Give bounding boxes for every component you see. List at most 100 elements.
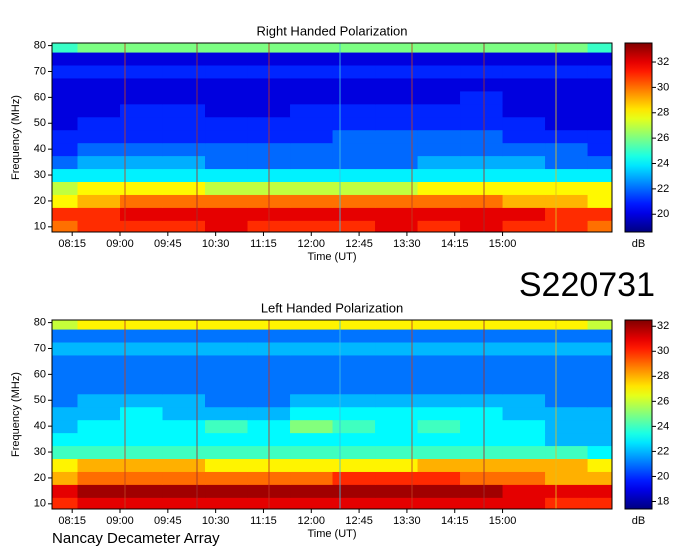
heat-cell: [205, 367, 249, 382]
heat-cell: [290, 142, 334, 157]
colorbar-tick-label: 24: [657, 157, 669, 169]
heat-cell: [417, 329, 461, 343]
heat-cell: [502, 380, 546, 395]
heat-cell: [502, 168, 546, 183]
heat-cell: [77, 471, 121, 485]
heat-cell: [162, 342, 206, 356]
heat-cell: [545, 116, 589, 131]
heat-cell: [120, 90, 164, 105]
heat-cell: [120, 406, 164, 421]
heat-cell: [332, 342, 376, 356]
heat-cell: [162, 43, 206, 53]
heat-cell: [205, 354, 249, 369]
heat-cell: [77, 354, 121, 369]
heat-cell: [375, 65, 419, 79]
heat-cell: [120, 342, 164, 356]
heat-cell: [587, 471, 612, 485]
heat-cell: [52, 354, 79, 369]
heat-cell: [375, 168, 419, 183]
heat-cell: [460, 181, 504, 195]
heat-cell: [77, 497, 121, 509]
heatmap: [52, 43, 612, 232]
heat-cell: [587, 497, 612, 509]
heat-cell: [120, 207, 164, 221]
heat-cell: [290, 90, 334, 105]
heat-cell: [417, 43, 461, 53]
heat-cell: [545, 77, 589, 92]
heat-cell: [205, 168, 249, 183]
x-tick-label: 09:45: [154, 515, 182, 527]
heat-cell: [120, 445, 164, 460]
heat-cell: [545, 320, 589, 330]
heat-cell: [460, 52, 504, 66]
heat-cell: [417, 220, 461, 232]
x-tick-label: 12:45: [345, 238, 373, 250]
heat-cell: [417, 168, 461, 183]
heat-cell: [77, 116, 121, 131]
heat-cell: [162, 207, 206, 221]
heat-cell: [375, 406, 419, 421]
heat-cell: [502, 497, 546, 509]
heat-cell: [120, 116, 164, 131]
heat-cell: [120, 65, 164, 79]
x-tick-label: 13:30: [393, 238, 421, 250]
heat-cell: [417, 419, 461, 434]
heat-cell: [332, 43, 376, 53]
heat-cell: [332, 77, 376, 92]
heat-cell: [460, 484, 504, 498]
heat-cell: [502, 471, 546, 485]
heat-cell: [460, 354, 504, 369]
y-axis-label: Frequency (MHz): [10, 372, 22, 457]
heat-cell: [120, 142, 164, 157]
heat-cell: [587, 77, 612, 92]
heat-cell: [162, 77, 206, 92]
heat-cell: [120, 52, 164, 66]
heat-cell: [375, 181, 419, 195]
colorbar-label: dB: [632, 238, 645, 250]
y-tick-label: 60: [34, 368, 46, 380]
heat-cell: [375, 43, 419, 53]
heat-cell: [587, 484, 612, 498]
heat-cell: [77, 90, 121, 105]
heat-cell: [502, 142, 546, 157]
heat-cell: [460, 342, 504, 356]
heat-cell: [417, 207, 461, 221]
heat-cell: [52, 342, 79, 356]
heat-cell: [460, 367, 504, 382]
heat-cell: [460, 168, 504, 183]
heat-cell: [502, 367, 546, 382]
heat-cell: [120, 181, 164, 195]
heat-cell: [502, 65, 546, 79]
heat-cell: [162, 181, 206, 195]
heat-cell: [77, 342, 121, 356]
heat-cell: [52, 103, 79, 118]
heat-cell: [375, 220, 419, 232]
heat-cell: [460, 103, 504, 118]
heat-cell: [52, 458, 79, 472]
station-label: S220731: [519, 266, 655, 304]
heat-cell: [205, 103, 249, 118]
heat-cell: [290, 43, 334, 53]
heat-cell: [290, 380, 334, 395]
x-axis-label: Time (UT): [307, 251, 356, 263]
heat-cell: [52, 484, 79, 498]
heat-cell: [587, 445, 612, 460]
heat-cell: [375, 77, 419, 92]
heat-cell: [587, 458, 612, 472]
heat-cell: [417, 116, 461, 131]
heat-cell: [162, 354, 206, 369]
heat-cell: [290, 458, 334, 472]
heat-cell: [120, 432, 164, 447]
heat-cell: [52, 155, 79, 170]
heat-cell: [332, 52, 376, 66]
heat-cell: [290, 406, 334, 421]
heat-cell: [460, 90, 504, 105]
heat-cell: [332, 207, 376, 221]
heat-cell: [545, 458, 589, 472]
heat-cell: [77, 168, 121, 183]
heat-cell: [375, 471, 419, 485]
heat-cell: [587, 155, 612, 170]
heat-cell: [162, 367, 206, 382]
heat-cell: [120, 320, 164, 330]
heat-cell: [502, 406, 546, 421]
